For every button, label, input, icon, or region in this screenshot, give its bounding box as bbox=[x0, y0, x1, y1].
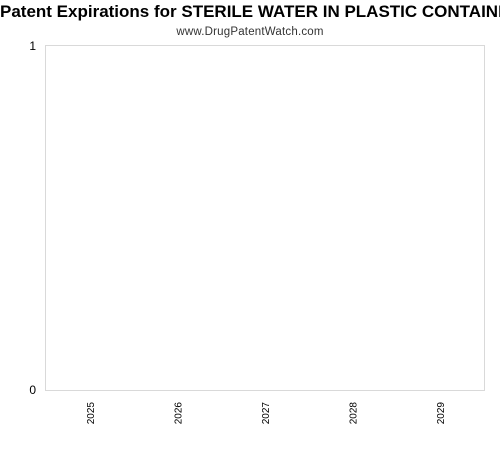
y-tick-label: 0 bbox=[29, 383, 36, 397]
y-tick-label: 1 bbox=[29, 39, 36, 53]
x-tick-label: 2025 bbox=[86, 402, 97, 425]
x-axis-ticks: 2025 2026 2027 2028 2029 bbox=[86, 402, 447, 425]
x-tick-label: 2029 bbox=[436, 402, 447, 425]
plot-area bbox=[46, 46, 485, 391]
x-tick-label: 2027 bbox=[261, 402, 272, 425]
x-tick-label: 2026 bbox=[173, 402, 184, 425]
x-tick-label: 2028 bbox=[349, 402, 360, 425]
y-axis-ticks: 01 bbox=[29, 39, 36, 397]
